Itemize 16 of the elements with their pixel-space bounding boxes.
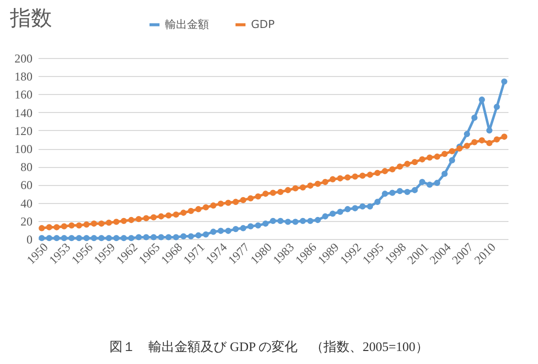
y-tick-label: 120: [14, 124, 32, 138]
y-tick-label: 80: [20, 160, 32, 174]
y-tick-label: 140: [14, 106, 32, 120]
y-tick-label: 100: [14, 142, 32, 156]
x-tick-label: 1971: [180, 240, 208, 267]
legend-label: GDP: [251, 18, 275, 31]
legend-label: 輸出金額: [165, 18, 209, 31]
y-tick-label: 60: [20, 178, 32, 192]
y-tick-label: 40: [20, 196, 32, 210]
chart-title: 指数: [10, 5, 52, 32]
y-tick-label: 200: [14, 52, 32, 66]
y-tick-label: 160: [14, 88, 32, 102]
y-tick-label: 180: [14, 70, 32, 84]
caption: 図１ 輸出金額及び GDP の変化 （指数、2005=100）: [108, 338, 430, 356]
y-tick-label: 20: [20, 214, 32, 228]
y-tick-label: 0: [26, 232, 32, 246]
